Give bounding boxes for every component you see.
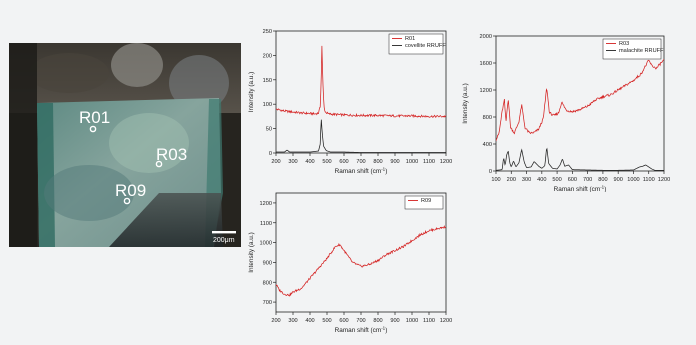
x-tick-label-1-9: 1000 <box>627 177 639 183</box>
y-tick-label-0-0: 0 <box>269 151 272 157</box>
x-axis-label-2: Raman shift (cm-1) <box>335 326 388 335</box>
series-line-2-0 <box>276 225 446 297</box>
x-tick-label-2-6: 800 <box>373 318 382 324</box>
raman-chart-r01: 200 300 400 500 600 700 800 900 1000 1100 1200 0 50 1… <box>248 29 452 176</box>
scale-bar: 200μm <box>212 231 236 244</box>
y-tick-label-2-2: 900 <box>263 260 272 266</box>
x-tick-label-1-2: 300 <box>522 177 531 183</box>
y-tick-label-0-1: 50 <box>266 127 272 133</box>
x-tick-label-0-1: 300 <box>288 159 297 165</box>
x-tick-label-1-3: 400 <box>537 177 546 183</box>
y-tick-label-0-2: 100 <box>263 102 272 108</box>
legend-box-0 <box>388 33 444 55</box>
x-tick-label-1-11: 1200 <box>658 177 670 183</box>
y-tick-label-2-5: 1200 <box>260 201 272 207</box>
marker-label-r09: R09 <box>115 181 146 200</box>
x-tick-label-0-2: 400 <box>305 159 314 165</box>
x-tick-label-1-8: 900 <box>614 177 623 183</box>
micrograph: R01 R03 R09 200μm <box>9 43 241 247</box>
x-tick-label-0-6: 800 <box>373 159 382 165</box>
x-tick-label-2-0: 200 <box>271 318 280 324</box>
marker-r09: R09 <box>115 181 146 205</box>
y-tick-label-1-0: 0 <box>489 169 492 175</box>
y-tick-label-1-4: 1600 <box>480 61 492 67</box>
x-tick-label-0-3: 500 <box>322 159 331 165</box>
series-line-0-0 <box>276 45 446 119</box>
legend-label-2-0: R09 <box>421 198 431 204</box>
raman-chart-r03: 100 200 300 400 500 600 700 800 900 1000 1100 12000… <box>462 34 670 193</box>
y-tick-label-1-2: 800 <box>483 115 492 121</box>
legend-label-1-1: malachite RRUFF <box>619 48 664 54</box>
x-tick-label-2-8: 1000 <box>406 318 418 324</box>
legend-label-0-0: R01 <box>405 36 415 42</box>
x-tick-label-1-5: 600 <box>568 177 577 183</box>
marker-label-r01: R01 <box>79 108 110 127</box>
series-line-0-1 <box>276 119 446 153</box>
x-tick-label-2-3: 500 <box>322 318 331 324</box>
x-tick-label-1-4: 500 <box>552 177 561 183</box>
x-tick-label-1-7: 800 <box>598 177 607 183</box>
x-tick-label-2-4: 600 <box>339 318 348 324</box>
x-tick-label-0-4: 600 <box>339 159 348 165</box>
x-tick-label-2-7: 900 <box>390 318 399 324</box>
marker-r03: R03 <box>155 145 187 168</box>
y-tick-label-2-3: 1000 <box>260 241 272 247</box>
x-tick-label-2-5: 700 <box>356 318 365 324</box>
legend-label-0-1: covellite RRUFF <box>405 43 446 49</box>
y-tick-label-1-3: 1200 <box>480 88 492 94</box>
raman-chart-r09: 200 300 400 500 600 700 800 900 1000 1100 1200 700 8… <box>248 192 452 335</box>
y-tick-label-0-3: 150 <box>263 78 272 84</box>
x-tick-label-2-2: 400 <box>305 318 314 324</box>
x-tick-label-0-9: 1100 <box>423 159 435 165</box>
y-tick-label-1-1: 400 <box>483 142 492 148</box>
x-tick-label-1-0: 100 <box>491 177 500 183</box>
marker-r01: R01 <box>79 108 110 133</box>
plot-frame-2 <box>275 192 447 313</box>
legend-box-1 <box>602 38 662 60</box>
y-tick-label-2-0: 700 <box>263 300 272 306</box>
marker-label-r03: R03 <box>156 145 187 164</box>
legend-label-1-0: R03 <box>619 41 629 47</box>
y-tick-label-1-5: 2000 <box>480 34 492 40</box>
y-axis-label-1: Intensity (a.u.) <box>462 83 469 124</box>
y-axis-label-2: Intensity (a.u.) <box>248 232 255 273</box>
legend-box-2 <box>404 195 444 210</box>
series-line-1-0 <box>496 58 664 142</box>
x-tick-label-0-8: 1000 <box>406 159 418 165</box>
x-tick-label-0-5: 700 <box>356 159 365 165</box>
x-tick-label-2-1: 300 <box>288 318 297 324</box>
x-tick-label-0-0: 200 <box>271 159 280 165</box>
y-tick-label-0-4: 200 <box>263 53 272 59</box>
y-tick-label-0-5: 250 <box>263 29 272 35</box>
series-line-1-1 <box>496 147 664 171</box>
scale-bar-label: 200μm <box>213 237 235 244</box>
y-tick-label-2-4: 1100 <box>260 221 272 227</box>
substrate-region <box>109 193 223 247</box>
x-tick-label-2-9: 1100 <box>423 318 435 324</box>
x-tick-label-0-7: 900 <box>390 159 399 165</box>
x-tick-label-1-1: 200 <box>507 177 516 183</box>
y-tick-label-2-1: 800 <box>263 280 272 286</box>
y-axis-label-0: Intensity (a.u.) <box>248 72 255 113</box>
plot-frame-1 <box>495 35 665 172</box>
x-tick-label-1-10: 1100 <box>643 177 655 183</box>
x-tick-label-0-10: 1200 <box>440 159 452 165</box>
x-tick-label-1-6: 700 <box>583 177 592 183</box>
x-tick-label-2-10: 1200 <box>440 318 452 324</box>
x-axis-label-1: Raman shift (cm-1) <box>554 185 607 193</box>
x-axis-label-0: Raman shift (cm-1) <box>335 167 388 176</box>
